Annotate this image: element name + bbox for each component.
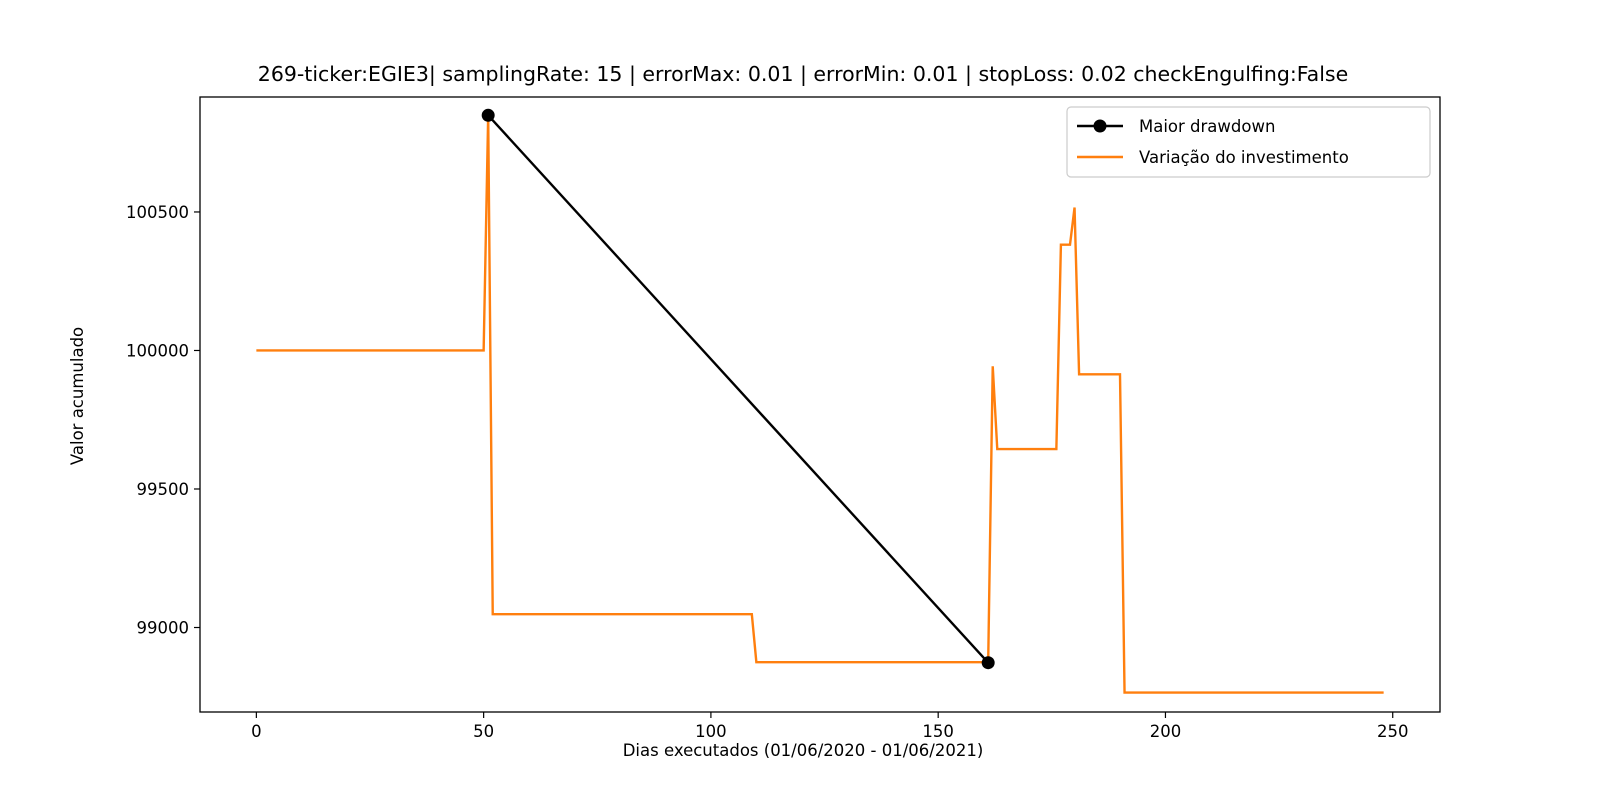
x-tick-label: 200 [1150,722,1182,741]
legend: Maior drawdown Variação do investimento [1066,106,1431,178]
y-tick-label: 99500 [137,480,190,499]
drawdown-point [481,108,495,122]
legend-box [1066,106,1431,178]
x-tick-label: 0 [251,722,262,741]
y-axis-label: Valor acumulado [68,327,87,465]
y-tick-label: 100500 [126,203,189,222]
x-tick-label: 100 [695,722,727,741]
y-tick-label: 100000 [126,341,189,360]
series-line-drawdown [487,114,990,664]
x-axis: 0 50 100 150 200 250 [251,712,1408,741]
series-line-investment [256,115,1384,694]
legend-marker [1093,119,1107,133]
legend-label: Variação do investimento [1139,148,1349,167]
x-axis-label: Dias executados (01/06/2020 - 01/06/2021… [623,741,984,760]
x-tick-label: 150 [922,722,954,741]
chart-title: 269-ticker:EGIE3| samplingRate: 15 | err… [258,62,1348,87]
y-tick-label: 99000 [137,619,190,638]
drawdown-point [981,656,995,670]
x-tick-label: 250 [1377,722,1409,741]
y-axis: 99000 99500 100000 100500 [126,203,200,638]
x-tick-label: 50 [473,722,494,741]
plot-area [199,96,1441,713]
legend-label: Maior drawdown [1139,117,1275,136]
plot-frame [199,96,1441,713]
